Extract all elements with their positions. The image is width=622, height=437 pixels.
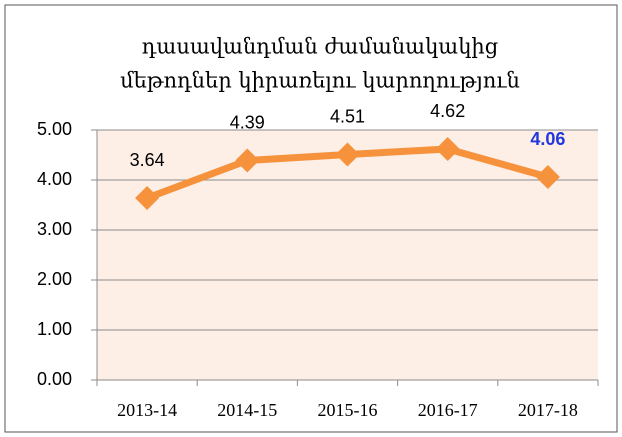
plot-area [97,130,598,380]
data-label: 4.62 [430,101,465,121]
y-tick-label: 0.00 [37,369,72,389]
data-point [135,186,160,210]
chart-title: դասավանդման ժամանակակից [142,35,498,59]
data-point [235,148,260,173]
data-point [535,165,560,189]
data-point [435,137,460,161]
x-tick-label: 2013-14 [117,400,177,420]
x-tick-label: 2015-16 [318,400,378,420]
y-tick-label: 2.00 [37,269,72,289]
x-tick-label: 2017-18 [518,400,578,420]
data-point [335,142,360,167]
data-label: 4.51 [330,106,365,126]
chart-title: մեթոդներ կիրառելու կարողություն [120,69,520,93]
x-tick-label: 2016-17 [418,400,478,420]
y-tick-label: 1.00 [37,319,72,339]
data-label: 4.06 [530,129,565,149]
y-tick-label: 3.00 [37,219,72,239]
y-tick-label: 4.00 [37,169,72,189]
data-label: 4.39 [230,112,265,132]
x-tick-label: 2014-15 [217,400,277,420]
data-label: 3.64 [130,150,165,170]
y-tick-label: 5.00 [37,119,72,139]
